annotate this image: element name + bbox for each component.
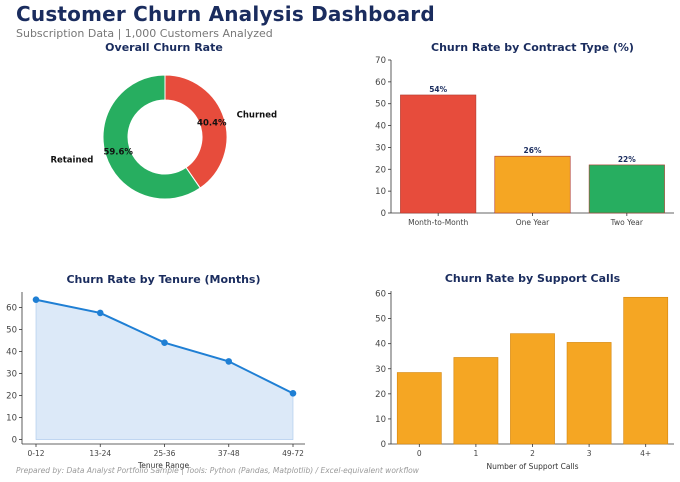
bar [510,333,555,445]
bar-data-label: 22% [618,155,636,164]
y-tick-label: 20 [6,392,17,402]
donut-slice-label: Retained [50,155,93,165]
tenure-chart-title: Churn Rate by Tenure (Months) [66,273,260,286]
y-tick-label: 10 [6,414,17,424]
x-tick-label: 37-48 [218,449,240,458]
y-tick-label: 50 [375,315,386,325]
y-tick-label: 30 [375,365,386,375]
x-tick-label: 4+ [640,449,651,458]
y-tick-label: 0 [381,209,386,219]
donut-pct-label: 59.6% [103,148,133,158]
x-tick-label: 0-12 [27,449,44,458]
x-tick-label: 49-72 [282,449,304,458]
donut-pct-label: 40.4% [197,118,227,128]
y-tick-label: 20 [375,390,386,400]
x-tick-label: 2 [530,449,535,458]
donut-chart-title: Overall Churn Rate [105,41,223,54]
y-tick-label: 30 [6,370,17,380]
x-tick-label: Month-to-Month [408,218,468,227]
bar [400,94,477,214]
donut-chart: Overall Churn Rate 40.4% Churned 59.6% Retai… [50,41,277,200]
y-tick-label: 30 [375,143,386,153]
page-footer: Prepared by: Data Analyst Portfolio Samp… [16,466,419,475]
bar [396,372,442,445]
x-tick-label: 0 [417,449,422,458]
tenure-point [32,296,40,304]
y-tick-label: 60 [375,290,386,300]
y-tick-label: 10 [375,415,386,425]
tenure-point [161,339,168,346]
y-tick-label: 20 [375,165,386,175]
y-tick-label: 50 [6,325,17,335]
y-tick-label: 0 [381,440,386,450]
contract-bar-chart: Churn Rate by Contract Type (%) 0 10 20 30 40… [375,41,674,227]
bar [623,296,669,445]
bar [453,357,499,445]
tenure-point [225,358,233,365]
y-tick-label: 40 [375,340,386,350]
x-tick-label: 1 [474,449,479,458]
y-tick-label: 40 [6,347,17,357]
tenure-point [289,390,297,397]
y-tick-label: 0 [12,436,17,446]
x-tick-label: Two Year [610,218,644,227]
y-tick-label: 60 [375,78,386,88]
x-axis-label: Number of Support Calls [486,462,578,471]
bar [588,164,665,214]
contract-bar-chart-title: Churn Rate by Contract Type (%) [431,41,634,54]
y-tick-label: 70 [375,56,386,66]
page-subtitle: Subscription Data | 1,000 Customers Anal… [16,27,273,40]
support-calls-bar-chart: Churn Rate by Support Calls0102030405060… [375,272,674,471]
donut-slice-label: Churned [237,111,277,121]
x-tick-label: 25-36 [154,449,176,458]
support-calls-bar-chart-title: Churn Rate by Support Calls [445,272,621,285]
bar [494,155,571,214]
x-tick-label: 3 [587,449,592,458]
donut-slice-retained [102,74,201,200]
y-tick-label: 60 [6,303,17,313]
y-tick-label: 10 [375,187,386,197]
donut-slice-churned [164,74,228,189]
tenure-area-fill [35,299,294,440]
x-tick-label: 13-24 [89,449,111,458]
page-title: Customer Churn Analysis Dashboard [16,2,435,26]
x-tick-label: One Year [516,218,550,227]
x-axis-label: Tenure Range [137,461,190,470]
y-tick-label: 40 [375,122,386,132]
bar [566,342,612,445]
tenure-point [96,309,104,317]
bar-data-label: 54% [429,85,447,94]
tenure-area-chart: Churn Rate by Tenure (Months) 0 10 20 30 40 50… [6,273,305,470]
y-tick-label: 50 [375,100,386,110]
bar-data-label: 26% [524,146,542,155]
